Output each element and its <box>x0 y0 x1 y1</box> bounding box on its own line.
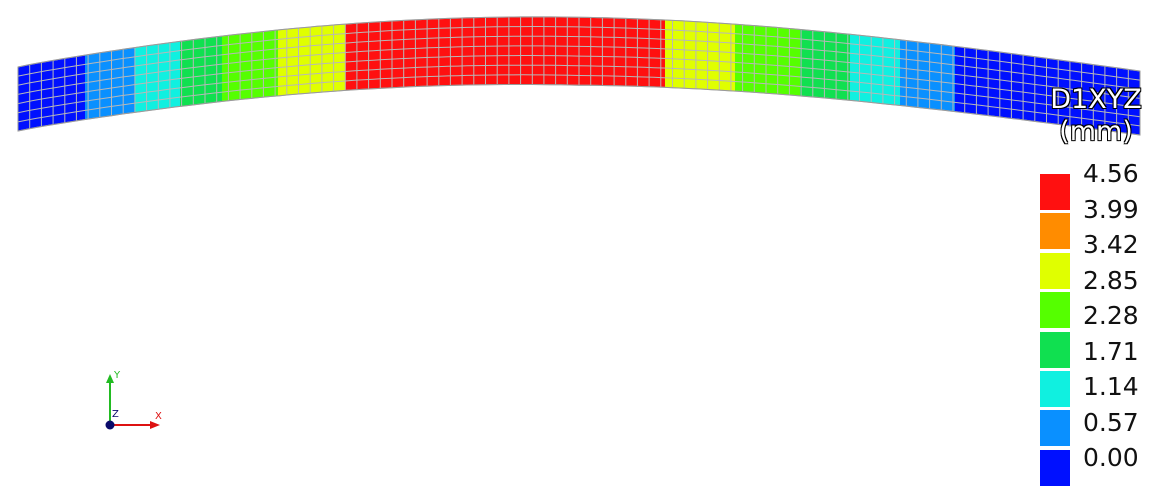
legend-title-unit: (mm) <box>1059 116 1133 147</box>
contour-band <box>180 36 222 107</box>
mesh-line <box>17 26 1141 81</box>
legend-tick-label: 1.71 <box>1083 336 1139 366</box>
contour-band <box>18 55 85 131</box>
contour-band <box>222 30 278 102</box>
legend-tick-label: 0.00 <box>1083 443 1139 472</box>
legend-swatch <box>1040 371 1070 407</box>
mesh-line <box>17 55 1141 109</box>
legend-swatch <box>1040 174 1070 210</box>
mesh-line <box>17 35 1141 90</box>
legend-title: D1XYZ (mm) <box>1040 84 1152 148</box>
x-axis-arrow <box>150 421 160 429</box>
legend-tick-label: 0.57 <box>1083 407 1139 437</box>
legend-tick-label: 4.56 <box>1083 159 1139 188</box>
beam-outline <box>17 16 1141 136</box>
legend-swatch <box>1040 410 1070 447</box>
z-axis-origin <box>105 420 115 430</box>
contour-band <box>278 24 345 96</box>
legend-tick-label: 2.85 <box>1083 265 1139 295</box>
mesh-line <box>17 64 1141 118</box>
legend-swatch <box>1040 213 1070 250</box>
legend-tick-label: 2.28 <box>1083 301 1139 330</box>
legend-color-bar <box>1040 174 1070 489</box>
x-axis-label: X <box>155 411 162 422</box>
legend-tick-label: 3.99 <box>1083 194 1139 224</box>
axis-triad: Y Z X <box>105 370 162 430</box>
mesh-line <box>17 45 1141 99</box>
legend-tick-labels: 4.56 3.99 3.42 2.85 2.28 1.71 1.14 0.57 0.00 <box>1083 160 1153 500</box>
contour-band <box>665 20 735 92</box>
legend-title-quantity: D1XYZ <box>1050 84 1142 115</box>
legend-swatch <box>1040 331 1070 368</box>
legend-swatch <box>1040 449 1070 486</box>
y-axis-label: Y <box>113 370 121 381</box>
contour-band <box>955 46 1025 121</box>
mesh-line <box>17 74 1141 127</box>
contour-band <box>850 34 900 106</box>
legend-tick-label: 1.14 <box>1083 372 1139 401</box>
contour-band <box>85 47 135 120</box>
legend-swatch <box>1040 292 1070 329</box>
contour-band <box>735 24 800 96</box>
contour-band <box>345 16 665 91</box>
y-axis-arrow <box>106 374 114 383</box>
beam-mesh-grid <box>17 16 1141 136</box>
z-axis-label: Z <box>112 409 119 420</box>
legend-tick-label: 3.42 <box>1083 230 1139 259</box>
legend-swatch <box>1040 252 1070 289</box>
